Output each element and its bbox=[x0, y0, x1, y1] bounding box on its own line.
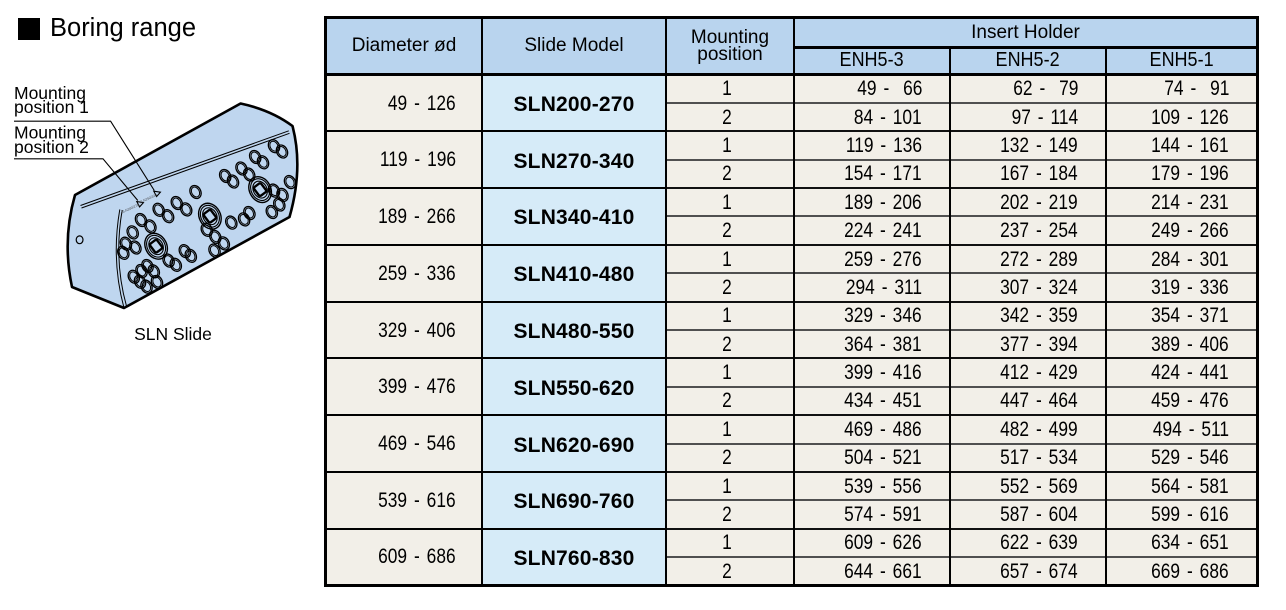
svg-text:SLN Slide: SLN Slide bbox=[134, 324, 212, 344]
svg-text:Mounting: Mounting bbox=[14, 83, 86, 103]
svg-text:Mounting: Mounting bbox=[14, 123, 86, 143]
svg-text:SLN200/270: SLN200/270 bbox=[121, 203, 140, 215]
svg-text:position 1: position 1 bbox=[14, 97, 89, 117]
svg-text:position 2: position 2 bbox=[14, 137, 89, 157]
svg-text:SLN250/320: SLN250/320 bbox=[139, 193, 158, 205]
